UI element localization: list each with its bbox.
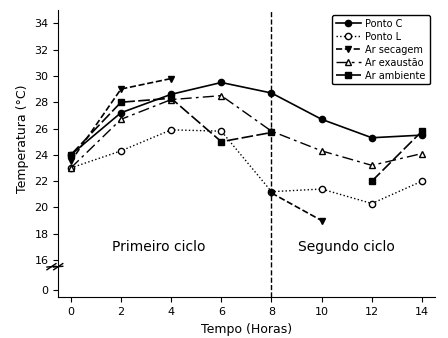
Ponto C bbox=[118, 111, 124, 115]
Ponto C bbox=[319, 117, 324, 121]
Ar ambiente bbox=[219, 140, 224, 144]
Ponto L bbox=[118, 149, 124, 153]
Line: Ponto L: Ponto L bbox=[68, 127, 425, 207]
X-axis label: Tempo (Horas): Tempo (Horas) bbox=[201, 323, 292, 336]
Ponto L bbox=[269, 190, 274, 194]
Ar ambiente bbox=[269, 130, 274, 135]
Ar exaustão bbox=[68, 166, 73, 170]
Ar ambiente bbox=[168, 96, 174, 100]
Ponto C bbox=[369, 136, 375, 140]
Ar secagem bbox=[269, 191, 274, 195]
Ponto L bbox=[319, 187, 324, 191]
Ar exaustão bbox=[369, 163, 375, 167]
Ar ambiente bbox=[118, 100, 124, 104]
Legend: Ponto C, Ponto L, Ar secagem, Ar exaustão, Ar ambiente: Ponto C, Ponto L, Ar secagem, Ar exaustã… bbox=[332, 15, 430, 84]
Y-axis label: Temperatura (°C): Temperatura (°C) bbox=[16, 84, 29, 193]
Ar exaustão bbox=[319, 149, 324, 153]
Ar exaustão bbox=[419, 151, 425, 155]
Ar exaustão bbox=[269, 129, 274, 133]
Ar secagem bbox=[319, 219, 324, 223]
Text: Segundo ciclo: Segundo ciclo bbox=[298, 240, 395, 254]
Ponto L bbox=[168, 128, 174, 132]
Ponto L bbox=[369, 201, 375, 206]
Line: Ar ambiente: Ar ambiente bbox=[68, 95, 425, 184]
Ponto C bbox=[269, 91, 274, 95]
Ar exaustão bbox=[219, 94, 224, 98]
Ar exaustão bbox=[118, 117, 124, 121]
Ponto C bbox=[168, 92, 174, 96]
Ponto C bbox=[219, 80, 224, 84]
Ar ambiente bbox=[369, 179, 375, 183]
Ar ambiente bbox=[68, 153, 73, 157]
Line: Ar secagem: Ar secagem bbox=[68, 75, 325, 224]
Ar secagem bbox=[68, 160, 73, 164]
Ponto L bbox=[219, 129, 224, 133]
Ponto C bbox=[68, 153, 73, 157]
Ar exaustão bbox=[168, 98, 174, 102]
Ponto L bbox=[68, 166, 73, 170]
Ponto C bbox=[419, 133, 425, 137]
Ar secagem bbox=[168, 76, 174, 80]
Ponto L bbox=[419, 179, 425, 183]
Ar ambiente bbox=[419, 129, 425, 133]
Line: Ar exaustão: Ar exaustão bbox=[68, 93, 425, 171]
Text: Primeiro ciclo: Primeiro ciclo bbox=[112, 240, 205, 254]
Ar secagem bbox=[118, 87, 124, 91]
Line: Ponto C: Ponto C bbox=[68, 79, 425, 158]
